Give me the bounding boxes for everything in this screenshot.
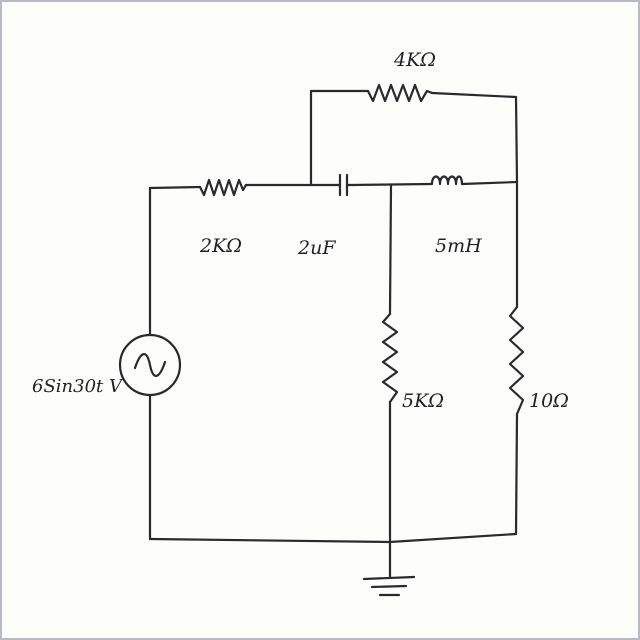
wire-top-left — [148, 185, 202, 190]
ac-source-icon — [118, 333, 182, 397]
resistor-10-zigzag — [508, 305, 525, 416]
ground-bar-1 — [362, 575, 416, 581]
resistor-5k-zigzag — [381, 312, 399, 404]
resistor-2k-zigzag — [198, 178, 248, 197]
label-source: 6Sin30t V — [32, 376, 124, 397]
wires — [148, 89, 519, 579]
wire-4k-loop-left — [309, 89, 370, 187]
resistor-icon — [198, 178, 248, 197]
wire-inductor-to-right — [460, 180, 519, 186]
label-r-2k: 2KΩ — [199, 235, 242, 257]
resistor-4k-zigzag — [366, 83, 434, 103]
ground-icon — [362, 575, 416, 597]
label-l-5m: 5mH — [435, 235, 482, 257]
inductor-icon — [430, 175, 464, 186]
capacitor-icon — [336, 173, 351, 197]
wire-right-lower — [514, 412, 519, 536]
wire-bottom — [148, 532, 518, 544]
label-r-5k: 5KΩ — [402, 390, 444, 412]
ac-source-circle — [118, 333, 182, 397]
label-r-4k: 4KΩ — [393, 49, 436, 71]
resistor-icon — [508, 305, 525, 416]
ground-bar-2 — [370, 584, 408, 589]
inductor-5m-coils — [430, 175, 464, 186]
resistor-icon — [381, 312, 399, 404]
label-r-10: 10Ω — [529, 390, 569, 412]
wire-mid-upper — [388, 183, 393, 316]
wire-4k-loop-right — [430, 91, 519, 184]
ac-source-sine — [133, 353, 167, 377]
resistor-icon — [366, 83, 434, 103]
label-c-2u: 2uF — [297, 237, 336, 259]
